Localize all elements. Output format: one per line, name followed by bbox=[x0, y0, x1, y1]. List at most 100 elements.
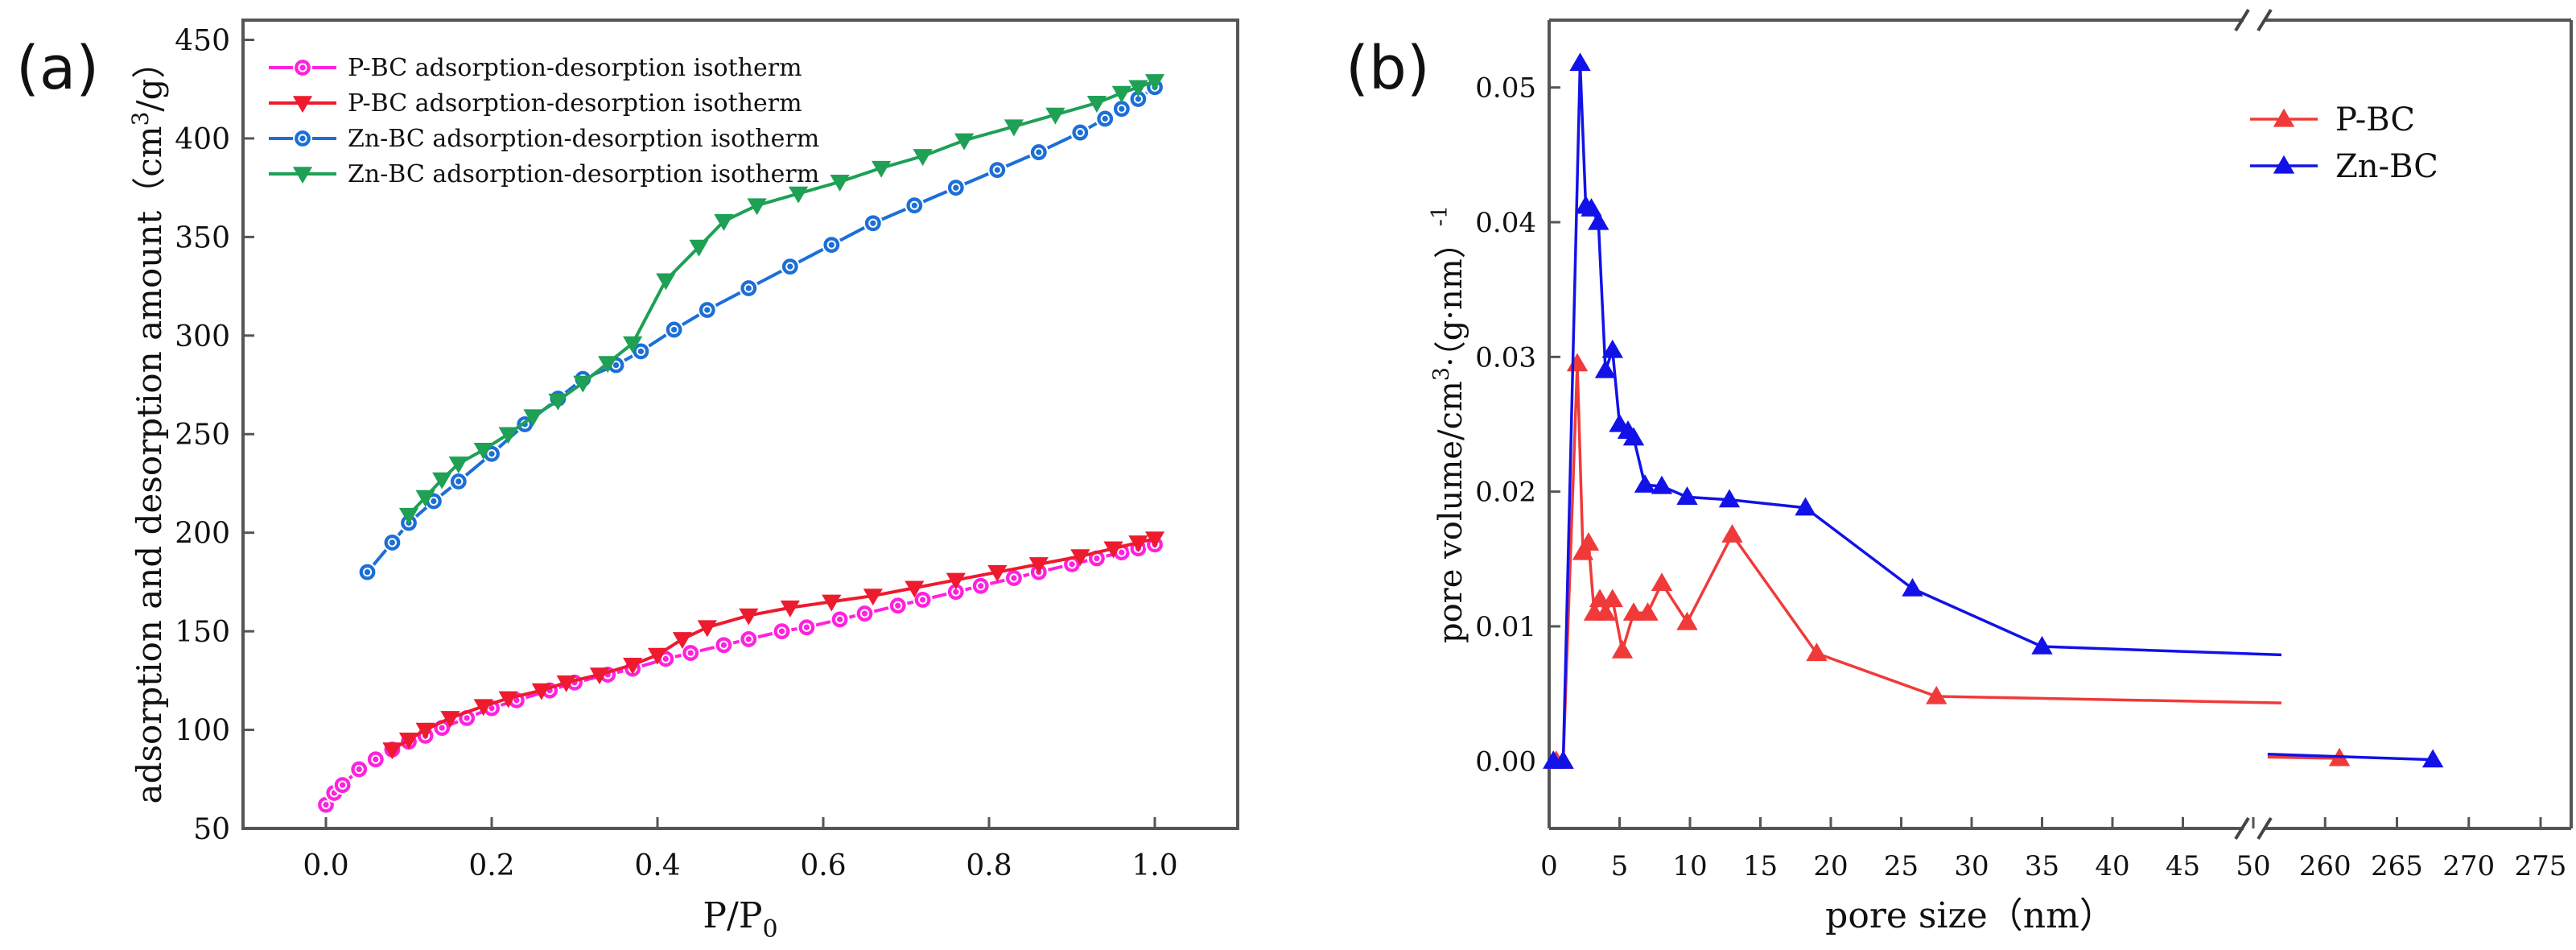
x-tick-label: 0.4 bbox=[634, 849, 680, 882]
data-point bbox=[913, 149, 933, 167]
data-point-outer bbox=[349, 759, 369, 779]
data-point bbox=[855, 603, 875, 624]
data-point-outer bbox=[780, 256, 800, 277]
data-point bbox=[1111, 85, 1131, 103]
data-point-inner bbox=[661, 654, 670, 664]
x-tick-label: 25 bbox=[1884, 850, 1919, 882]
data-point bbox=[714, 635, 734, 655]
data-point bbox=[1721, 524, 1743, 543]
y-tick-label: 50 bbox=[193, 813, 230, 846]
panel-b-x-axis-title: pore size（nm） bbox=[1825, 895, 2115, 936]
data-point-inner bbox=[859, 609, 870, 618]
y-tick-label: 0.01 bbox=[1475, 611, 1536, 643]
data-point bbox=[772, 622, 792, 642]
data-point bbox=[1622, 427, 1645, 446]
data-point bbox=[1594, 359, 1617, 378]
data-point bbox=[863, 589, 883, 606]
data-point bbox=[656, 273, 676, 291]
data-point-outer bbox=[855, 603, 875, 624]
data-point bbox=[1902, 577, 1923, 597]
data-point bbox=[631, 341, 651, 361]
data-point-outer bbox=[971, 576, 991, 596]
legend-item: Zn-BC bbox=[2250, 148, 2438, 185]
data-point bbox=[1577, 532, 1600, 551]
data-point bbox=[1128, 80, 1148, 97]
data-point-inner bbox=[669, 324, 679, 335]
data-point-outer bbox=[664, 320, 684, 340]
axis-break-bottom-slash-2 bbox=[2257, 816, 2273, 841]
data-point-outer bbox=[905, 196, 925, 216]
data-point-inner bbox=[744, 634, 753, 644]
legend-marker-outer bbox=[292, 57, 313, 78]
data-point bbox=[689, 239, 709, 257]
data-point-outer bbox=[797, 618, 817, 638]
data-point bbox=[365, 750, 385, 770]
data-point-inner bbox=[611, 360, 621, 370]
data-point-outer bbox=[382, 532, 402, 553]
data-point bbox=[946, 572, 966, 590]
data-point bbox=[440, 711, 460, 728]
data-point-inner bbox=[826, 240, 836, 250]
data-point-outer bbox=[681, 642, 701, 663]
data-point-inner bbox=[362, 568, 373, 577]
axis-break-top bbox=[2234, 8, 2273, 32]
data-point bbox=[780, 256, 800, 277]
data-point-inner bbox=[337, 780, 348, 790]
data-point-outer bbox=[739, 629, 759, 650]
data-point bbox=[822, 594, 842, 612]
panel-b-label: (b) bbox=[1346, 34, 1430, 103]
x-tick-label: 270 bbox=[2442, 850, 2495, 882]
data-point-inner bbox=[1009, 573, 1019, 583]
series-a-1 bbox=[382, 531, 1165, 760]
legend-item: Zn-BC adsorption-desorption isotherm bbox=[269, 160, 819, 188]
data-point-outer bbox=[1028, 142, 1049, 163]
y-tick-label: 300 bbox=[175, 320, 230, 353]
data-point bbox=[739, 278, 759, 299]
data-point-inner bbox=[686, 648, 695, 658]
data-point bbox=[432, 472, 452, 489]
data-point-outer bbox=[888, 596, 908, 616]
data-point-inner bbox=[744, 283, 753, 293]
y-tick-label: 0.05 bbox=[1475, 72, 1536, 105]
data-point bbox=[987, 564, 1008, 582]
panel-a-plot-frame bbox=[241, 19, 1239, 830]
y-tick-label: 200 bbox=[175, 518, 230, 551]
data-point bbox=[556, 675, 576, 692]
data-point-inner bbox=[371, 754, 381, 764]
data-point bbox=[739, 608, 759, 626]
panel-a-axes: 0.0 0.2 0.4 0.6 0.8 1.0 50 100 150 200 250 300 350 40… bbox=[175, 24, 1177, 882]
panel-a-label: (a) bbox=[16, 34, 99, 103]
data-point bbox=[905, 580, 925, 598]
data-point bbox=[672, 632, 692, 650]
data-point bbox=[623, 657, 643, 675]
data-point-inner bbox=[951, 183, 961, 192]
data-point-outer bbox=[739, 278, 759, 299]
data-point bbox=[747, 198, 767, 216]
data-point bbox=[415, 722, 435, 740]
data-point-outer bbox=[714, 635, 734, 655]
data-point-inner bbox=[992, 165, 1002, 175]
data-point bbox=[357, 562, 377, 582]
data-point-inner bbox=[462, 713, 472, 723]
data-point bbox=[1795, 497, 1816, 516]
data-point bbox=[1676, 611, 1698, 630]
legend-label: P-BC adsorption-desorption isotherm bbox=[348, 89, 802, 118]
data-point bbox=[714, 213, 734, 231]
data-point bbox=[1028, 142, 1049, 163]
series-b-1 bbox=[1543, 52, 2444, 769]
data-point-inner bbox=[454, 477, 464, 486]
data-point-inner bbox=[976, 581, 986, 591]
series-line bbox=[1556, 363, 2282, 763]
legend-marker bbox=[2273, 108, 2295, 127]
x-tick-label: 265 bbox=[2371, 850, 2423, 882]
data-point bbox=[905, 196, 925, 216]
x-tick-label: 0.0 bbox=[303, 849, 348, 882]
y-tick-label: 0.02 bbox=[1475, 477, 1536, 509]
data-point bbox=[498, 691, 518, 708]
legend-marker bbox=[292, 57, 313, 78]
data-point bbox=[1601, 589, 1623, 608]
panel-a-series bbox=[315, 74, 1165, 815]
x-tick-label: 1.0 bbox=[1131, 849, 1177, 882]
series-a-2 bbox=[357, 77, 1165, 582]
